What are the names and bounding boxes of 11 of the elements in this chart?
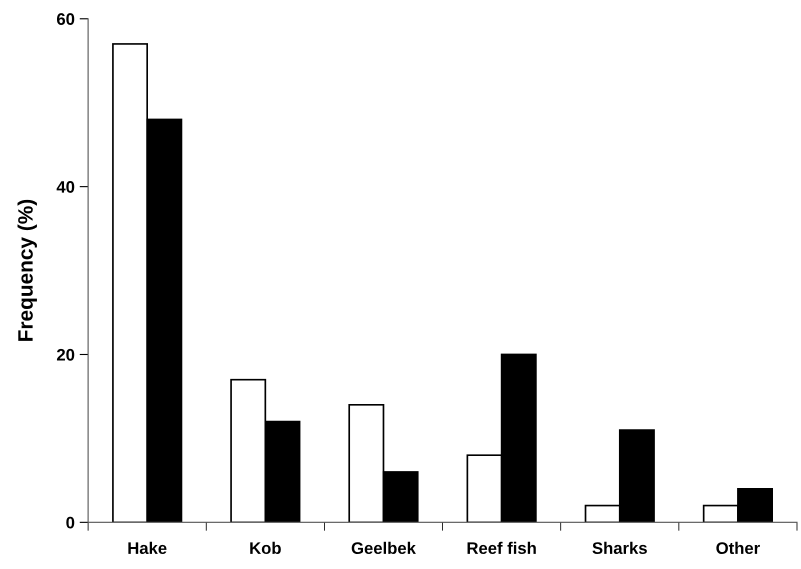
y-axis-title: Frequency (%) [18,200,37,341]
x-tick-label: Kob [250,542,281,554]
y-tick-label: 20 [56,348,74,361]
x-tick-label: Other [716,542,760,554]
x-tick-label: Hake [128,542,167,554]
x-tick-label: Reef fish [468,542,536,554]
y-tick-label: 40 [56,181,74,193]
x-tick-label: Geelbek [352,542,416,554]
y-tick-label: 0 [66,516,74,529]
x-tick-label: Sharks [592,542,647,554]
y-tick-label: 60 [56,13,74,25]
